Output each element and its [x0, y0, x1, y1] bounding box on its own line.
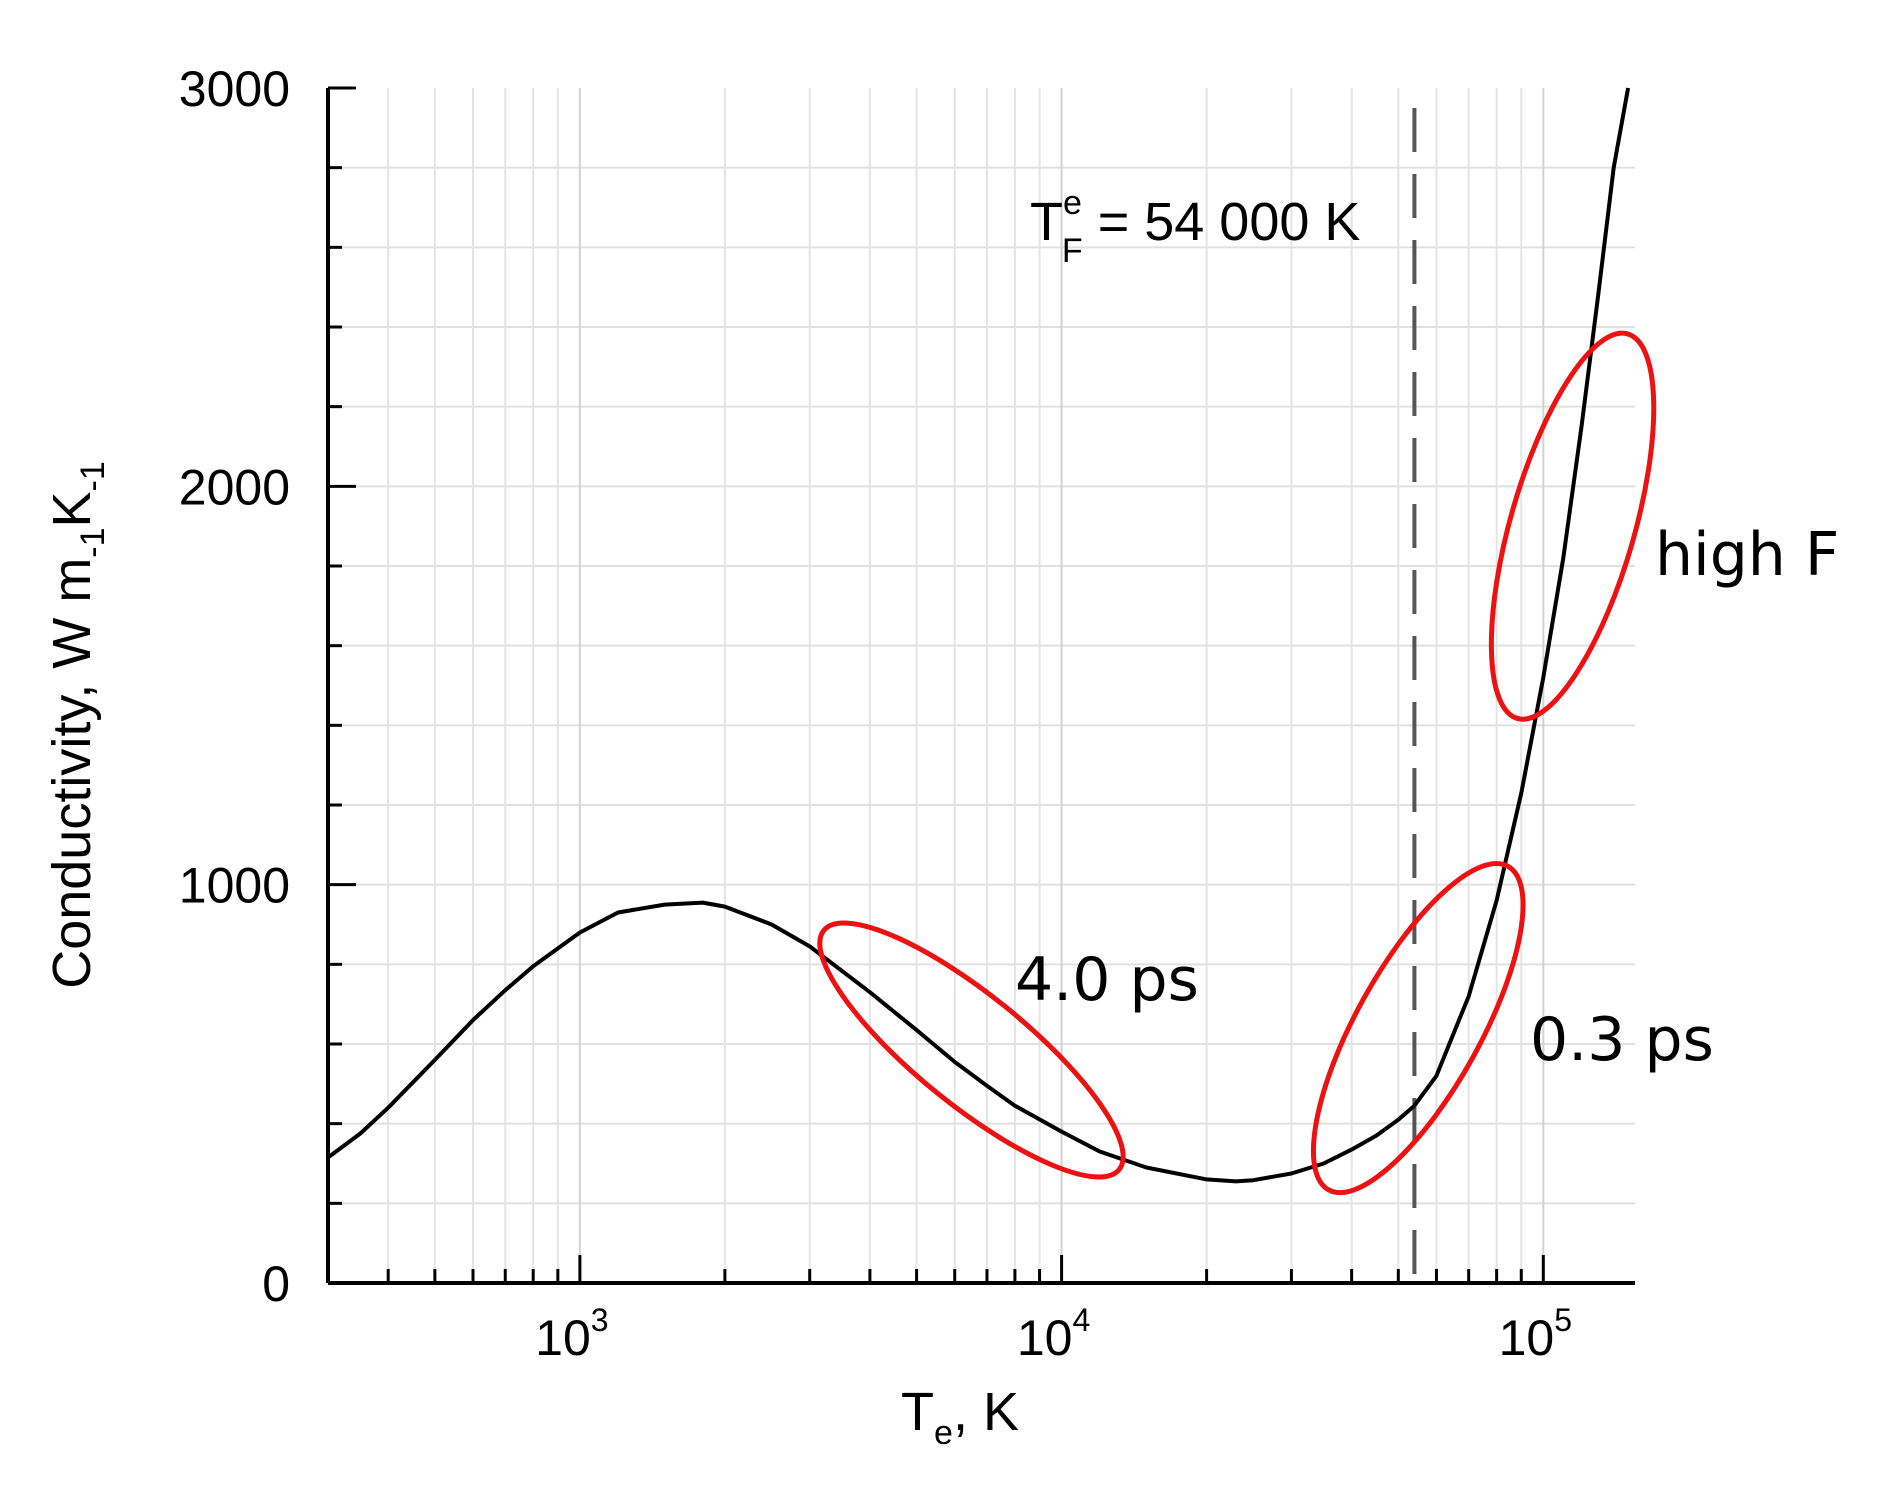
axes [326, 86, 1635, 1285]
label-4-0-ps: 4.0 ps [1015, 945, 1199, 1015]
y-tick-label: 3000 [179, 61, 290, 117]
x-tick-label: 104 [1017, 1302, 1090, 1366]
label-high-f: high F [1655, 520, 1839, 590]
x-tick-labels: 103 104 105 [535, 1302, 1572, 1366]
highlight-ellipses [817, 330, 1657, 1196]
highlight-ellipse-0-3-ps [1310, 860, 1526, 1196]
y-tick-label: 0 [262, 1256, 290, 1312]
highlight-ellipse-high-f [1488, 330, 1657, 722]
x-axis-label: Te, K [901, 1382, 1019, 1452]
y-tick-label: 1000 [179, 858, 290, 914]
label-0-3-ps: 0.3 ps [1530, 1005, 1714, 1075]
highlight-ellipse-4-0-ps [817, 920, 1126, 1180]
conductivity-curve [326, 87, 1631, 1184]
grid-lines [328, 88, 1635, 1283]
fermi-temperature-label: Te F = 54 000 K [1030, 184, 1360, 270]
y-tick-labels: 0 1000 2000 3000 [179, 61, 290, 1312]
y-axis-label: Conductivity, W m-1K-1 [42, 461, 112, 989]
x-tick-label: 103 [535, 1302, 608, 1366]
x-tick-label: 105 [1499, 1302, 1572, 1366]
y-tick-label: 2000 [179, 459, 290, 515]
series-group [326, 87, 1631, 1184]
